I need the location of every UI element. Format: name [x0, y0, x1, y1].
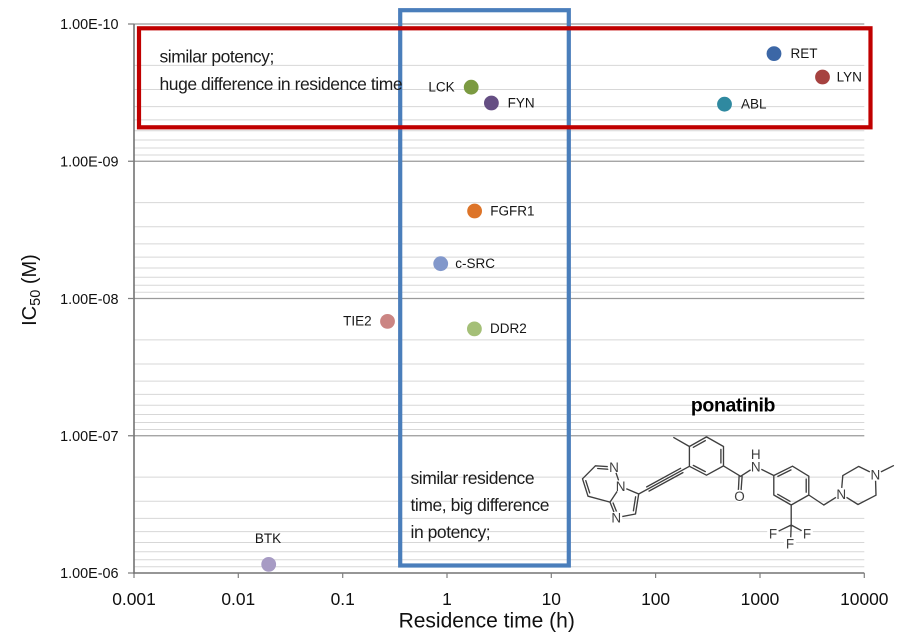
svg-text:0.1: 0.1: [331, 589, 355, 609]
svg-text:RET: RET: [791, 46, 818, 61]
svg-text:N: N: [611, 511, 621, 526]
svg-text:FYN: FYN: [508, 95, 535, 110]
svg-text:FGFR1: FGFR1: [490, 203, 534, 218]
svg-text:1.00E-09: 1.00E-09: [60, 155, 118, 171]
svg-text:ABL: ABL: [741, 97, 767, 112]
svg-text:similar potency;: similar potency;: [160, 47, 274, 67]
svg-text:Residence time (h): Residence time (h): [399, 610, 575, 633]
svg-text:TIE2: TIE2: [343, 314, 372, 329]
svg-text:N: N: [871, 468, 881, 483]
svg-text:F: F: [786, 536, 794, 551]
svg-text:IC50 (M): IC50 (M): [19, 254, 44, 326]
svg-text:c-SRC: c-SRC: [455, 256, 495, 271]
svg-text:huge difference in residence t: huge difference in residence time: [160, 74, 403, 94]
svg-text:10000: 10000: [840, 589, 888, 609]
svg-text:1.00E-08: 1.00E-08: [60, 292, 118, 308]
svg-text:1000: 1000: [741, 589, 780, 609]
svg-text:F: F: [769, 527, 777, 542]
svg-text:F: F: [803, 527, 811, 542]
svg-text:H: H: [751, 447, 761, 462]
svg-text:in potency;: in potency;: [411, 522, 491, 542]
svg-text:100: 100: [641, 589, 670, 609]
svg-text:0.01: 0.01: [221, 589, 255, 609]
svg-text:N: N: [616, 479, 626, 494]
svg-text:1: 1: [442, 589, 452, 609]
svg-text:O: O: [734, 489, 745, 504]
svg-text:DDR2: DDR2: [490, 321, 527, 336]
svg-text:1.00E-10: 1.00E-10: [60, 17, 118, 33]
svg-text:1.00E-07: 1.00E-07: [60, 429, 118, 445]
svg-text:ponatinib: ponatinib: [691, 395, 776, 417]
svg-text:10: 10: [542, 589, 561, 609]
svg-text:LYN: LYN: [837, 69, 862, 84]
svg-text:BTK: BTK: [255, 531, 281, 546]
svg-text:time, big difference: time, big difference: [411, 495, 550, 515]
svg-text:N: N: [751, 459, 761, 474]
svg-text:1.00E-06: 1.00E-06: [60, 566, 118, 582]
svg-text:similar residence: similar residence: [411, 468, 535, 488]
svg-text:N: N: [609, 460, 619, 475]
svg-text:LCK: LCK: [428, 80, 454, 95]
svg-text:N: N: [836, 487, 846, 502]
svg-text:0.001: 0.001: [112, 589, 156, 609]
